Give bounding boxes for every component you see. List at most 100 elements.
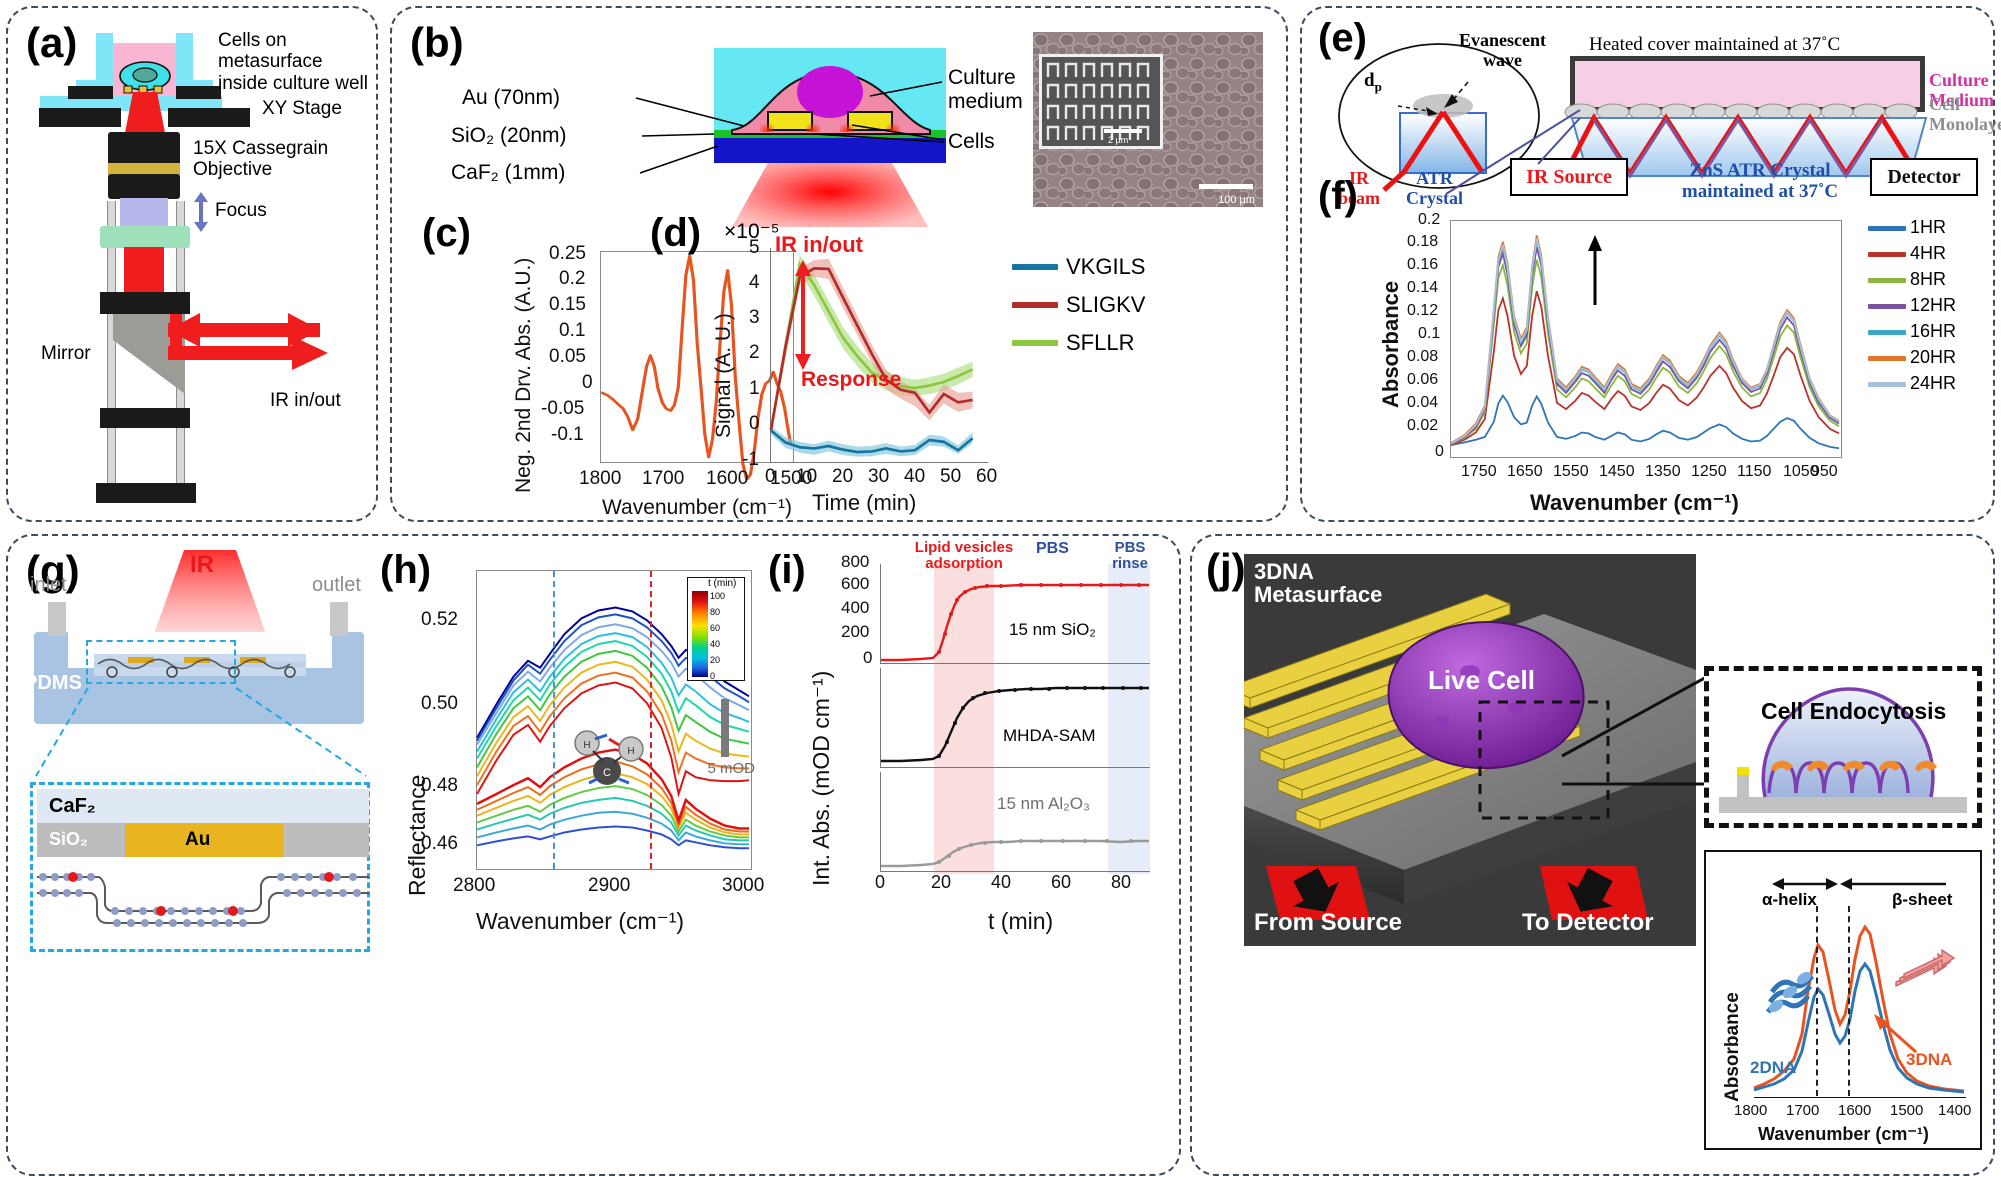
panel-j-alpha-helix-label: α-helix: [1762, 890, 1817, 909]
panel-c-ytick-0.15: 0.15: [549, 294, 586, 315]
ir-beam-upper: [124, 92, 166, 138]
panel-b-medium-label: Culture medium: [948, 66, 1023, 113]
panel-ghi: (g) IR inlet outlet PDMS: [6, 534, 1181, 1176]
legend-swatch-1hr: [1868, 226, 1906, 231]
panel-f-xtick-1550: 1550: [1553, 463, 1589, 480]
svg-text:H: H: [583, 740, 590, 751]
panel-c-xlabel: Wavenumber (cm⁻¹): [602, 496, 792, 519]
inset-sio2-label: SiO₂: [49, 829, 89, 849]
panel-d-series: [769, 255, 974, 457]
atr-magnifier: [1338, 43, 1540, 192]
panel-g-channel-detail: [94, 657, 306, 678]
rail-left: [107, 201, 116, 491]
panel-j-3dna-label: 3DNA: [1906, 1050, 1953, 1069]
panel-d-xtick-10: 10: [796, 466, 818, 487]
mirror: [113, 314, 185, 394]
panel-h-ytick-0.46: 0.46: [421, 833, 458, 854]
panel-c-xtick-1500: 1500: [770, 468, 813, 489]
panel-g-label: (g): [26, 547, 80, 594]
panel-d-legend: VKGILS SLIGKV SFLLR: [1012, 254, 1212, 366]
lipid-bilayer: [37, 872, 369, 927]
panel-j-xtick-1400: 1400: [1938, 1102, 1972, 1119]
panel-j-structure-arrows: [1772, 878, 1946, 890]
panel-d-axes: Response 5 4 3 2 1 0 -1 0 10 20 30 40 50…: [742, 237, 997, 487]
panel-i-xtick-40: 40: [991, 872, 1012, 892]
panel-g-zoom-connectors: [35, 687, 367, 777]
panel-j-2dna-label: 2DNA: [1750, 1058, 1797, 1077]
panel-h-xtick-3000: 3000: [722, 875, 765, 896]
legend-swatch-4hr: [1868, 252, 1906, 257]
ir-beam-cone-b: [732, 163, 928, 227]
beta-sheet-icon: [1895, 948, 1956, 988]
panel-a-ir-label: IR in/out: [270, 390, 341, 411]
outlet-port: [330, 602, 348, 636]
panel-j-xtick-1600: 1600: [1838, 1102, 1872, 1119]
panel-i-xtick-60: 60: [1051, 872, 1072, 892]
panel-j-spectra: [1753, 924, 1965, 1094]
panel-h-colorbar: t (min) 100 80 60 40 20 0: [687, 577, 745, 681]
panel-j-plot-area: 1800 1700 1600 1500 1400: [1734, 906, 1971, 1119]
panel-e-irbeam-label: IR beam: [1338, 168, 1380, 209]
panel-e-cell-monolayer-label: Cell Monolayer: [1929, 94, 2001, 135]
panel-d-ytick-3: 3: [749, 307, 760, 328]
legend-swatch-12hr: [1868, 304, 1906, 309]
panel-c-ytick-0: 0: [582, 372, 593, 393]
panel-g-inlet-label: inlet: [30, 574, 67, 596]
panel-d-ytick-2: 2: [749, 342, 760, 363]
panel-d-label: (d): [650, 211, 702, 255]
panel-d-xtick-40: 40: [904, 466, 926, 487]
panel-g-outlet-label: outlet: [312, 574, 361, 596]
panel-g-inset: CaF₂ SiO₂ Au: [30, 782, 370, 952]
objective-gold-ring: [108, 163, 180, 176]
panel-c-ytick-0.2: 0.2: [559, 268, 586, 289]
panel-a-stage-label: XY Stage: [262, 98, 342, 119]
panel-i-ytick-200: 200: [841, 622, 870, 641]
panel-e-label: (e): [1318, 16, 1367, 60]
panel-j-to-detector-label: To Detector: [1522, 909, 1654, 936]
panel-f-ytick-0.2: 0.2: [1418, 211, 1441, 228]
panel-d-xtick-60: 60: [976, 466, 998, 487]
panel-d-ytick-0: 0: [749, 413, 760, 434]
panel-f-ytick-0.14: 0.14: [1407, 279, 1439, 296]
panel-i-mhda-series-label: MHDA-SAM: [1003, 726, 1096, 745]
panel-f-label: (f): [1318, 174, 1358, 218]
panel-i-ytick-0-a: 0: [863, 648, 873, 667]
panel-i-subplot-mhda: MHDA-SAM: [880, 668, 1150, 768]
inlet-port: [48, 602, 66, 636]
panel-i-plot-stack: Lipid vesicles adsorption PBS PBS rinse: [841, 540, 1150, 892]
panel-i-ytick-600: 600: [841, 574, 870, 593]
panel-a-cells-label: Cells on metasurface inside culture well: [218, 30, 368, 94]
panel-b-cells-label: Cells: [948, 130, 995, 153]
svg-text:2 µm: 2 µm: [1108, 135, 1128, 145]
panel-d-ytick-neg1: -1: [742, 449, 759, 470]
panel-j-guide-2: [1848, 906, 1850, 1096]
detector-box: Detector: [1870, 158, 1978, 196]
panel-e-evanescent-label: Evanescent wave: [1459, 30, 1546, 71]
caf2-layer: [714, 138, 946, 163]
scalebar-100um: [1199, 184, 1253, 189]
inset-au-label: Au: [185, 829, 211, 850]
panel-a: (a): [6, 6, 378, 522]
panel-h-axes: 5 mOD H H C t (min) 100: [421, 570, 764, 896]
panel-j-inset-connector: [1561, 672, 1713, 786]
scalebar-100um-label: 100 µm: [1218, 193, 1255, 206]
panel-f-xtick-1350: 1350: [1645, 463, 1681, 480]
panel-i-curve-mhda: [881, 686, 1149, 763]
panel-c-label: (c): [422, 211, 471, 255]
legend-swatch-20hr: [1868, 356, 1906, 361]
panel-j-xlabel: Wavenumber (cm⁻¹): [1758, 1124, 1929, 1144]
panel-i-sio2-series-label: 15 nm SiO₂: [1009, 620, 1096, 639]
panel-h-xtick-2800: 2800: [453, 875, 496, 896]
panel-d-xtick-50: 50: [940, 466, 962, 487]
legend-swatch-sfllr: [1012, 340, 1058, 346]
panel-e-heated-cover-label: Heated cover maintained at 37˚C: [1589, 34, 1841, 55]
panel-a-focus-label: Focus: [215, 200, 267, 221]
panel-i-ytick-800: 800: [841, 552, 870, 571]
endocytosis-svg: [1719, 687, 1967, 813]
panel-g-ir-cone: [154, 550, 266, 634]
mirror-mount-plate: [100, 292, 190, 314]
legend-swatch-24hr: [1868, 382, 1906, 387]
legend-label-4hr: 4HR: [1910, 243, 1947, 263]
panel-i-label: (i): [768, 548, 806, 592]
